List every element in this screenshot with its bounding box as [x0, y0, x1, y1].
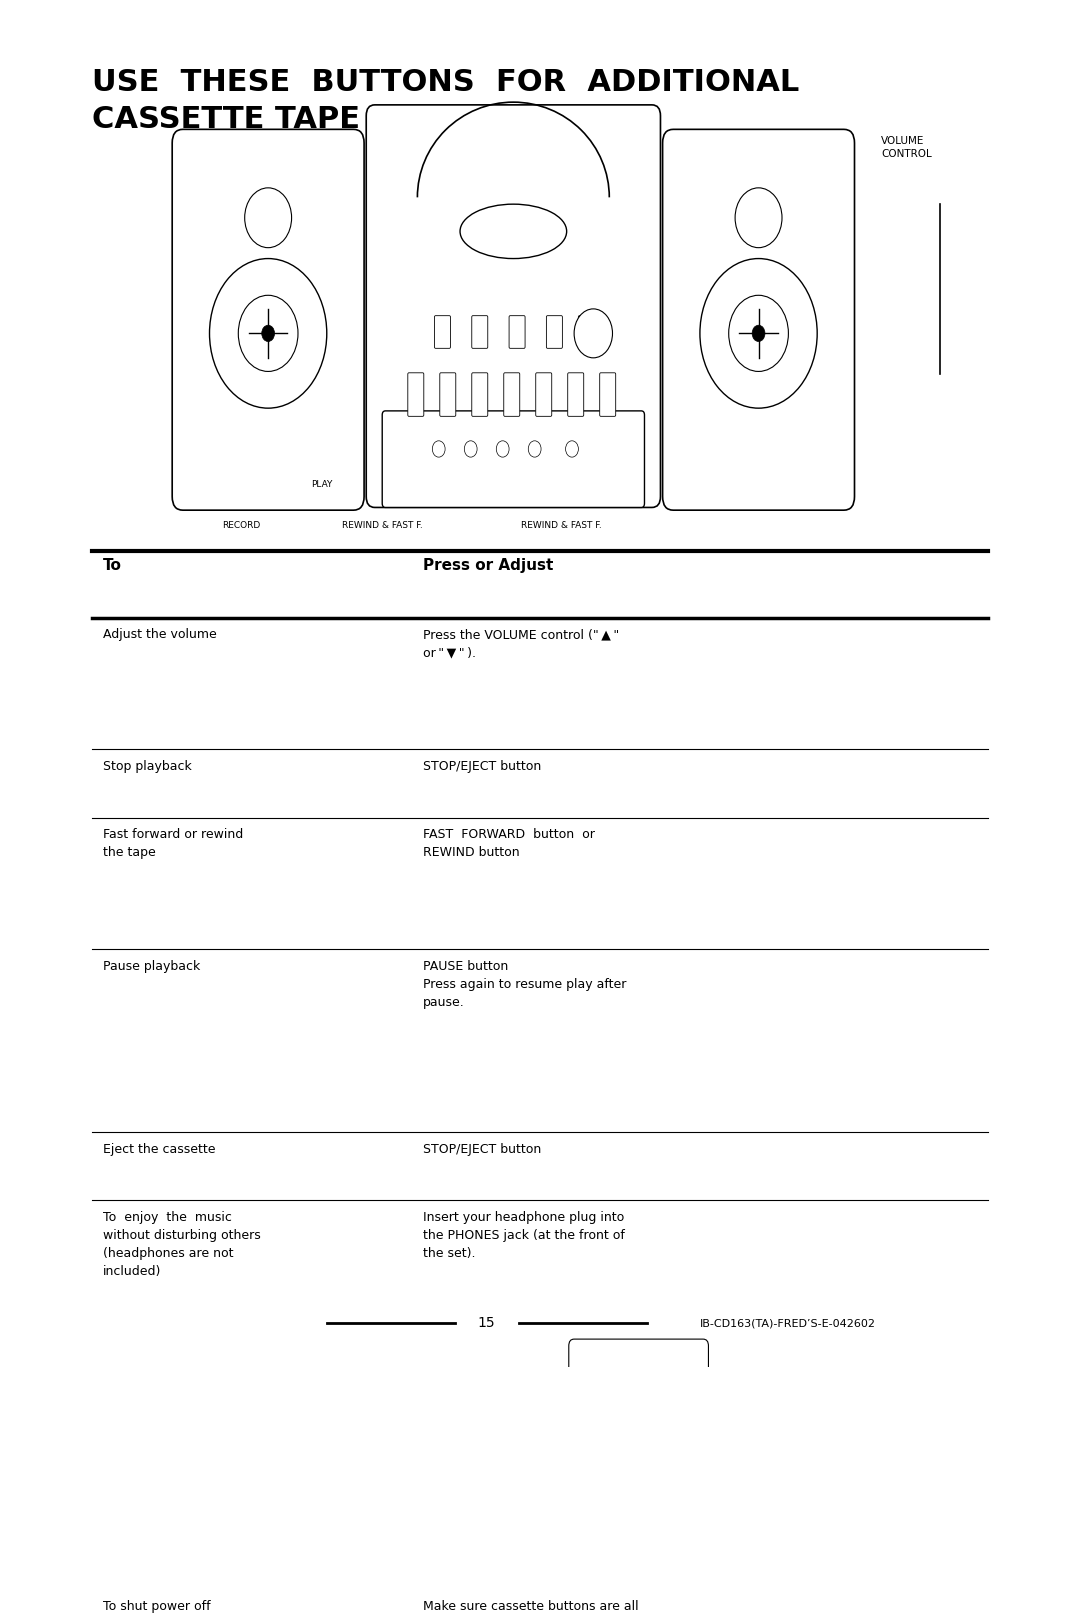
Text: PAUSE button
Press again to resume play after
pause.: PAUSE button Press again to resume play … — [422, 959, 626, 1008]
Circle shape — [239, 294, 298, 372]
Circle shape — [528, 440, 541, 458]
FancyBboxPatch shape — [472, 372, 488, 416]
Text: CASSETTE TAPE OPERATIONS: CASSETTE TAPE OPERATIONS — [92, 105, 590, 134]
Text: To shut power off: To shut power off — [103, 1600, 211, 1613]
FancyBboxPatch shape — [599, 372, 616, 416]
Text: Eject the cassette: Eject the cassette — [103, 1142, 215, 1155]
FancyBboxPatch shape — [536, 372, 552, 416]
FancyBboxPatch shape — [366, 105, 661, 508]
Circle shape — [210, 259, 327, 408]
Text: STOP/EJECT button: STOP/EJECT button — [422, 1142, 541, 1155]
Text: REWIND & FAST F.: REWIND & FAST F. — [342, 521, 422, 531]
Text: Press or Adjust: Press or Adjust — [422, 558, 553, 573]
FancyBboxPatch shape — [503, 372, 519, 416]
FancyBboxPatch shape — [434, 316, 450, 348]
FancyBboxPatch shape — [626, 1391, 643, 1408]
Text: IB-CD163(TA)-FRED’S-E-042602: IB-CD163(TA)-FRED’S-E-042602 — [700, 1319, 876, 1328]
FancyBboxPatch shape — [546, 316, 563, 348]
Text: STOP/EJECT: STOP/EJECT — [580, 500, 632, 508]
Circle shape — [700, 259, 818, 408]
FancyBboxPatch shape — [408, 372, 423, 416]
Circle shape — [752, 325, 765, 341]
Text: RECORD: RECORD — [222, 521, 260, 531]
FancyBboxPatch shape — [648, 1391, 664, 1408]
FancyBboxPatch shape — [663, 129, 854, 510]
Text: PLAY: PLAY — [311, 481, 333, 489]
Circle shape — [575, 309, 612, 358]
Text: Stop playback: Stop playback — [103, 760, 191, 773]
Text: USE  THESE  BUTTONS  FOR  ADDITIONAL: USE THESE BUTTONS FOR ADDITIONAL — [92, 68, 799, 97]
Text: 15: 15 — [477, 1317, 496, 1330]
Circle shape — [464, 440, 477, 458]
Text: Press the VOLUME control (" ▲ "
or " ▼ " ).: Press the VOLUME control (" ▲ " or " ▼ "… — [422, 628, 619, 660]
FancyBboxPatch shape — [690, 1391, 706, 1408]
Circle shape — [245, 188, 292, 248]
FancyBboxPatch shape — [669, 1391, 685, 1408]
Text: VOLUME
CONTROL: VOLUME CONTROL — [881, 136, 932, 159]
Text: REWIND & FAST F.: REWIND & FAST F. — [521, 521, 602, 531]
Text: Pause playback: Pause playback — [103, 959, 200, 972]
Text: Fast forward or rewind
the tape: Fast forward or rewind the tape — [103, 828, 243, 859]
Text: To  enjoy  the  music
without disturbing others
(headphones are not
included): To enjoy the music without disturbing ot… — [103, 1212, 260, 1278]
FancyBboxPatch shape — [172, 129, 364, 510]
Ellipse shape — [460, 204, 567, 259]
Text: STOP/EJECT: STOP/EJECT — [424, 500, 476, 508]
FancyBboxPatch shape — [579, 316, 594, 348]
Circle shape — [261, 325, 274, 341]
FancyBboxPatch shape — [568, 372, 583, 416]
Text: Adjust the volume: Adjust the volume — [103, 628, 217, 641]
Text: To: To — [103, 558, 122, 573]
FancyBboxPatch shape — [382, 411, 645, 508]
Circle shape — [432, 440, 445, 458]
Text: STOP/EJECT button: STOP/EJECT button — [422, 760, 541, 773]
Circle shape — [729, 294, 788, 372]
Circle shape — [735, 188, 782, 248]
Text: Make sure cassette buttons are all
up (stop) and STANDBY lamp is on.: Make sure cassette buttons are all up (s… — [422, 1600, 642, 1618]
Circle shape — [566, 440, 579, 458]
FancyBboxPatch shape — [440, 372, 456, 416]
FancyBboxPatch shape — [472, 316, 488, 348]
FancyBboxPatch shape — [509, 316, 525, 348]
Text: PAUSE  PLAY: PAUSE PLAY — [424, 481, 481, 489]
FancyBboxPatch shape — [569, 1340, 708, 1489]
Text: FAST  FORWARD  button  or
REWIND button: FAST FORWARD button or REWIND button — [422, 828, 595, 859]
Text: PAUSE: PAUSE — [595, 481, 623, 489]
Circle shape — [497, 440, 509, 458]
Text: Insert your headphone plug into
the PHONES jack (at the front of
the set).: Insert your headphone plug into the PHON… — [422, 1212, 624, 1260]
